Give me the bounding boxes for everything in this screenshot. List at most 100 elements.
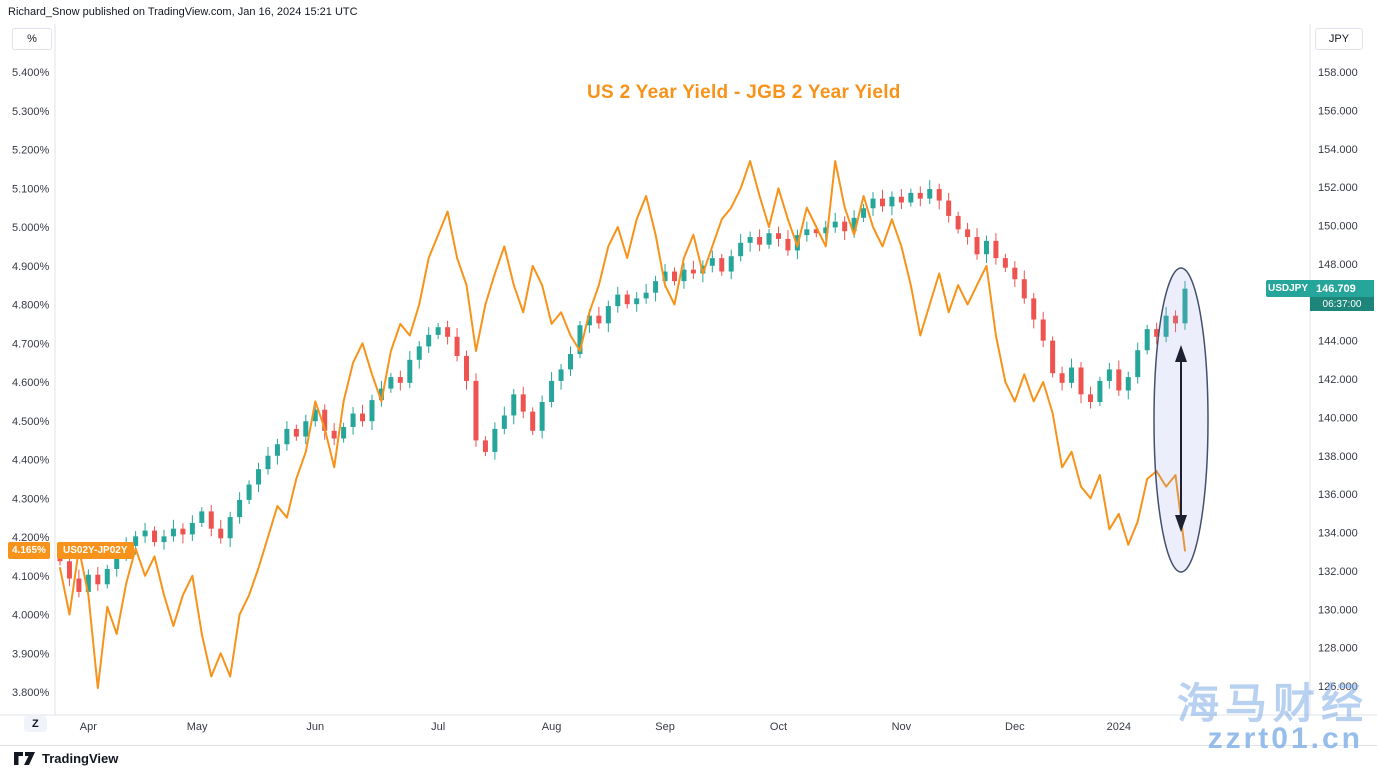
tradingview-brand-label[interactable]: TradingView — [42, 750, 119, 766]
candle-body — [1021, 279, 1027, 299]
timezone-button[interactable]: Z — [24, 716, 47, 732]
candle-body — [1116, 369, 1122, 391]
candle-body — [454, 336, 460, 356]
x-axis-month-label: Dec — [1005, 721, 1025, 733]
candle-body — [955, 215, 961, 230]
candle-body — [965, 229, 971, 238]
left-axis-tick-label: 5.300% — [12, 106, 50, 118]
candle-body — [464, 355, 470, 381]
x-axis-month-label: Oct — [770, 721, 787, 733]
right-axis-tick-label: 158.000 — [1318, 67, 1358, 79]
spread-series-name-chip: US02Y-JP02Y — [57, 542, 134, 559]
candle-body — [114, 555, 120, 569]
candle-body — [1012, 267, 1018, 280]
candle-body — [908, 192, 914, 203]
right-axis-tick-label: 148.000 — [1318, 259, 1358, 271]
spread-line — [59, 160, 1186, 690]
candle-body — [861, 208, 867, 218]
x-axis-month-label: 2024 — [1107, 721, 1131, 733]
candle-body — [104, 568, 110, 585]
right-axis-unit-button[interactable]: JPY — [1315, 28, 1363, 50]
candle-body — [1182, 288, 1188, 324]
candle-body — [1163, 315, 1169, 337]
right-axis-tick-label: 136.000 — [1318, 489, 1358, 501]
candle-body — [407, 359, 413, 383]
candle-body — [624, 294, 630, 305]
left-axis-tick-label: 4.000% — [12, 610, 50, 622]
left-axis-tick-label: 4.300% — [12, 493, 50, 505]
usdjpy-last-price: 146.709 — [1310, 280, 1374, 297]
candle-body — [341, 426, 347, 439]
left-axis-tick-label: 5.100% — [12, 183, 50, 195]
left-axis-tick-label: 4.400% — [12, 455, 50, 467]
candle-body — [274, 444, 280, 456]
candle-body — [1069, 367, 1075, 383]
candle-body — [643, 292, 649, 299]
candle-body — [1087, 394, 1093, 403]
candle-body — [1173, 315, 1179, 324]
candle-body — [350, 413, 356, 427]
candle-body — [265, 455, 271, 470]
chart-title: US 2 Year Yield - JGB 2 Year Yield — [587, 82, 901, 103]
candle-body — [946, 200, 952, 216]
tradingview-logo-icon[interactable] — [14, 750, 36, 766]
candle-body — [851, 217, 857, 232]
candle-body — [823, 227, 829, 234]
left-axis-tick-label: 4.900% — [12, 261, 50, 273]
candle-body — [993, 240, 999, 259]
candle-body — [1059, 373, 1065, 383]
candle-body — [95, 574, 101, 585]
candle-body — [842, 221, 848, 232]
candle-body — [284, 428, 290, 445]
candle-body — [426, 334, 432, 347]
candle-body — [133, 536, 139, 546]
candle-body — [501, 415, 507, 429]
candle-body — [76, 578, 82, 592]
candle-body — [237, 499, 243, 518]
candle-body — [577, 325, 583, 355]
watermark-url: zzrt01.cn — [1207, 722, 1363, 755]
right-axis-tick-label: 126.000 — [1318, 681, 1358, 693]
left-axis-unit-button[interactable]: % — [12, 28, 52, 50]
candle-body — [530, 411, 536, 431]
usdjpy-price-label: USDJPY 146.709 06:37:00 — [1266, 280, 1374, 311]
candle-body — [974, 237, 980, 255]
left-axis-tick-label: 3.800% — [12, 687, 50, 699]
candle-body — [227, 517, 233, 539]
candle-body — [936, 189, 942, 201]
right-price-axis[interactable] — [1310, 24, 1377, 715]
left-axis-tick-label: 5.000% — [12, 222, 50, 234]
candle-body — [445, 327, 451, 337]
candle-body — [690, 269, 696, 274]
candle-body — [473, 380, 479, 441]
candle-body — [889, 196, 895, 207]
candle-body — [605, 306, 611, 324]
candle-body — [804, 229, 810, 236]
candle-body — [293, 428, 299, 437]
left-price-axis[interactable] — [0, 24, 55, 715]
candle-body — [568, 354, 574, 370]
left-axis-tick-label: 5.200% — [12, 145, 50, 157]
candle-body — [1144, 329, 1150, 351]
right-axis-tick-label: 128.000 — [1318, 643, 1358, 655]
left-axis-tick-label: 4.200% — [12, 532, 50, 544]
candle-body — [331, 430, 337, 439]
candle-body — [199, 511, 205, 523]
candle-body — [218, 528, 224, 539]
candle-body — [813, 229, 819, 234]
time-axis[interactable] — [55, 715, 1310, 745]
usdjpy-symbol-chip: USDJPY — [1266, 280, 1310, 297]
spread-last-value-chip: 4.165% — [8, 542, 50, 559]
candle-body — [1078, 367, 1084, 395]
candle-body — [927, 189, 933, 199]
candle-body — [85, 574, 91, 592]
candle-body — [511, 394, 517, 416]
candle-body — [482, 440, 488, 452]
candle-body — [898, 196, 904, 203]
candle-body — [369, 400, 375, 422]
right-axis-tick-label: 150.000 — [1318, 221, 1358, 233]
left-axis-tick-label: 4.800% — [12, 300, 50, 312]
right-axis-tick-label: 144.000 — [1318, 336, 1358, 348]
candle-body — [662, 271, 668, 282]
